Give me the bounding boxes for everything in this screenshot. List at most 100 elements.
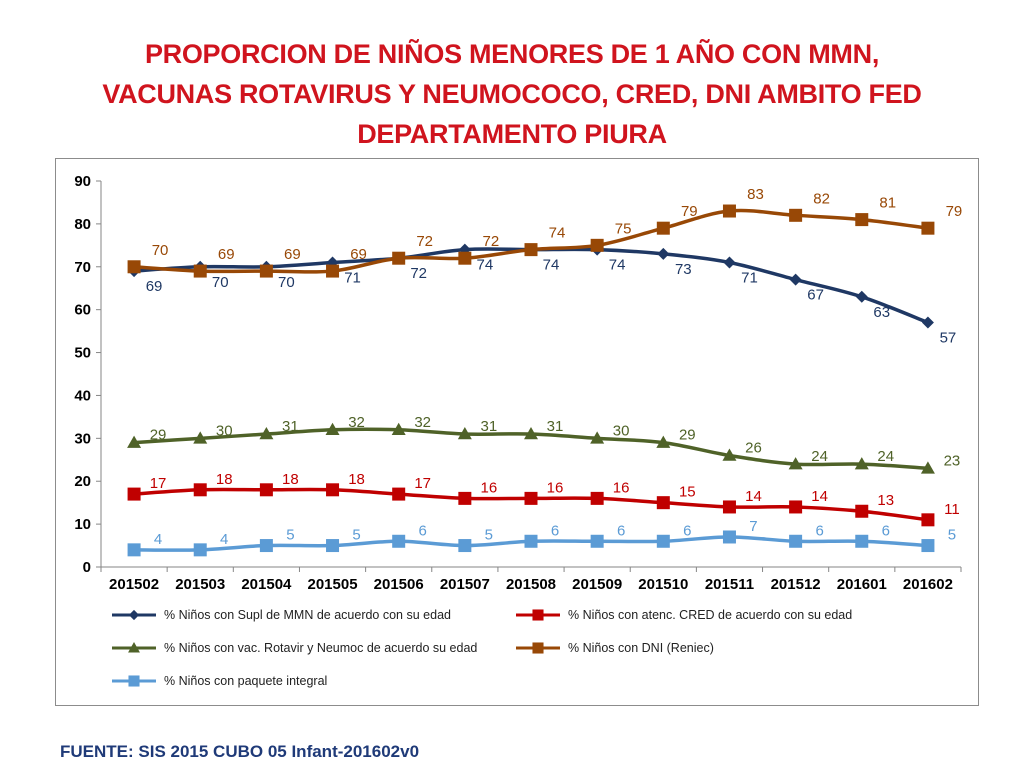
data-label-integral: 4: [154, 531, 162, 548]
data-point-rotavirus: [854, 457, 869, 470]
data-label-rotavirus: 31: [547, 418, 564, 435]
data-label-cred: 18: [348, 471, 365, 488]
data-label-integral: 6: [815, 522, 823, 539]
data-point-integral: [127, 543, 141, 557]
data-label-dni: 72: [483, 233, 500, 250]
y-tick-label: 40: [74, 387, 91, 404]
data-point-rotavirus: [259, 427, 274, 440]
data-label-dni: 72: [416, 233, 433, 250]
data-point-dni: [722, 204, 736, 218]
data-point-rotavirus: [193, 431, 208, 444]
data-point-rotavirus: [325, 422, 340, 436]
data-label-mmn: 73: [675, 261, 692, 278]
title-line-2: VACUNAS ROTAVIRUS Y NEUMOCOCO, CRED, DNI…: [102, 79, 922, 109]
legend-marker-rotavirus: [128, 642, 140, 653]
data-point-integral: [193, 543, 207, 557]
data-point-integral: [855, 534, 869, 548]
data-label-mmn: 72: [410, 265, 427, 282]
series-line-dni: [132, 208, 930, 274]
data-point-integral: [259, 539, 273, 553]
data-point-mmn: [855, 290, 868, 303]
data-label-mmn: 71: [344, 269, 361, 286]
data-label-rotavirus: 26: [745, 439, 762, 456]
data-label-cred: 16: [547, 479, 564, 496]
data-point-cred: [921, 513, 935, 527]
data-point-rotavirus: [788, 457, 803, 470]
chart-area: 0 10 20 30 40 50 60 70 80 90 201502 201503 201504 201…: [55, 158, 979, 706]
data-label-mmn: 74: [477, 257, 494, 274]
x-tick-label: 201511: [705, 576, 754, 593]
data-label-dni: 79: [681, 203, 698, 220]
title-line-1: PROPORCION DE NIÑOS MENORES DE 1 AÑO CON…: [144, 39, 880, 69]
data-label-cred: 17: [414, 475, 431, 492]
data-point-dni: [789, 208, 803, 222]
data-point-dni: [458, 251, 472, 265]
data-point-dni: [855, 213, 869, 227]
line-chart: 0 10 20 30 40 50 60 70 80 90 201502 201503 201504 201…: [74, 173, 963, 688]
data-label-integral: 5: [286, 527, 294, 544]
data-point-rotavirus: [457, 427, 472, 440]
data-label-integral: 6: [882, 522, 890, 539]
x-tick-label: 201512: [771, 576, 821, 593]
data-label-dni: 69: [218, 246, 235, 263]
data-label-dni: 83: [747, 186, 764, 203]
y-tick-label: 90: [74, 173, 91, 190]
data-point-dni: [590, 238, 604, 252]
x-tick-label: 201505: [308, 576, 358, 593]
data-point-rotavirus: [920, 461, 935, 474]
x-tick-label: 201503: [175, 576, 225, 593]
data-label-mmn: 70: [212, 274, 229, 291]
data-label-integral: 6: [617, 522, 625, 539]
chart-title: PROPORCION DE NIÑOS MENORES DE 1 AÑO CON…: [20, 34, 1004, 154]
data-point-cred: [392, 487, 406, 501]
data-point-integral: [590, 534, 604, 548]
data-point-integral: [458, 539, 472, 553]
x-tick-label: 201502: [109, 576, 159, 593]
data-point-cred: [590, 491, 604, 505]
data-point-integral: [392, 534, 406, 548]
data-label-mmn: 74: [543, 257, 560, 274]
data-label-dni: 79: [946, 203, 963, 220]
data-label-cred: 15: [679, 484, 696, 501]
data-label-cred: 18: [282, 471, 299, 488]
data-point-dni: [921, 221, 935, 235]
data-point-mmn: [789, 273, 802, 286]
legend-marker-dni: [532, 642, 544, 654]
data-point-integral: [326, 539, 340, 553]
data-label-integral: 5: [352, 527, 360, 544]
data-point-integral: [524, 534, 538, 548]
y-tick-label: 20: [74, 473, 91, 490]
data-point-cred: [656, 496, 670, 510]
data-label-rotavirus: 29: [150, 427, 167, 444]
x-tick-label: 201509: [572, 576, 622, 593]
y-tick-label: 50: [74, 345, 91, 362]
data-point-rotavirus: [590, 431, 605, 444]
data-point-cred: [722, 500, 736, 514]
y-tick-label: 60: [74, 302, 91, 319]
data-label-dni: 75: [615, 220, 632, 237]
legend-label-cred: % Niños con atenc. CRED de acuerdo con s…: [568, 608, 852, 622]
data-label-mmn: 71: [741, 269, 758, 286]
data-label-dni: 74: [549, 225, 566, 242]
x-tick-label: 201507: [440, 576, 490, 593]
source-note: FUENTE: SIS 2015 CUBO 05 Infant-201602v0: [60, 742, 420, 761]
data-label-rotavirus: 31: [481, 418, 498, 435]
data-point-rotavirus: [127, 435, 142, 448]
data-label-integral: 6: [551, 522, 559, 539]
data-point-integral: [656, 534, 670, 548]
data-point-rotavirus: [722, 448, 737, 461]
legend-label-rotavirus: % Niños con vac. Rotavir y Neumoc de acu…: [164, 641, 477, 655]
data-label-dni: 69: [284, 246, 301, 263]
title-line-3: DEPARTAMENTO PIURA: [357, 119, 667, 149]
x-tick-label: 201510: [638, 576, 688, 593]
data-label-integral: 7: [749, 518, 757, 535]
data-label-cred: 18: [216, 471, 233, 488]
data-label-rotavirus: 32: [348, 414, 365, 431]
data-point-cred: [326, 483, 340, 497]
data-label-integral: 6: [683, 522, 691, 539]
data-label-rotavirus: 29: [679, 427, 696, 444]
data-label-rotavirus: 23: [944, 452, 961, 469]
data-point-dni: [193, 264, 207, 278]
data-point-dni: [656, 221, 670, 235]
x-tick-label: 201601: [837, 576, 887, 593]
